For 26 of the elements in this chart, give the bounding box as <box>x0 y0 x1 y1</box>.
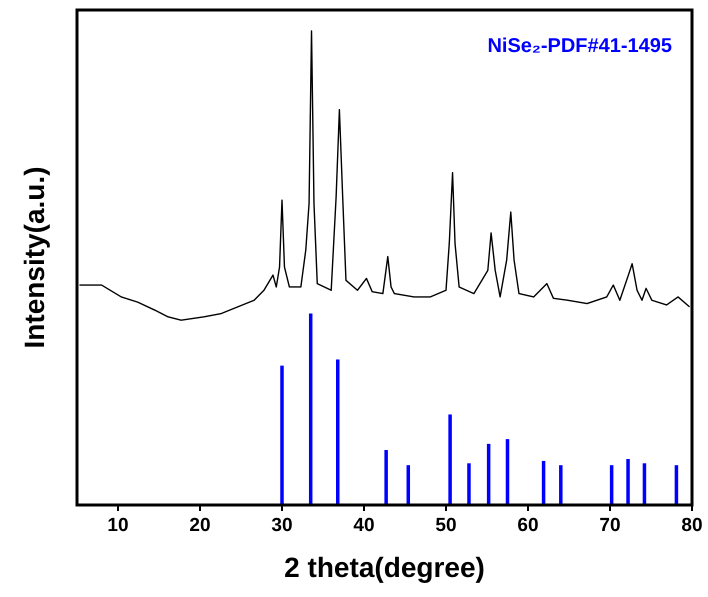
x-tick-label: 20 <box>189 515 211 536</box>
bar <box>280 366 284 505</box>
bar <box>308 314 312 505</box>
x-tick-label: 10 <box>107 515 129 536</box>
bar <box>467 463 471 505</box>
bar <box>626 459 630 505</box>
bar <box>448 414 452 505</box>
bar <box>542 460 546 505</box>
x-tick-label: 30 <box>271 515 293 536</box>
x-tick-label: 50 <box>435 515 457 536</box>
x-tick-label: 80 <box>681 515 703 536</box>
x-tick-label: 40 <box>353 515 375 536</box>
bar <box>336 359 340 505</box>
bar <box>486 444 490 505</box>
x-tick-label: 60 <box>517 515 539 536</box>
text: NiSe₂-PDF#41-1495 <box>487 35 672 57</box>
bar <box>506 439 510 505</box>
bar <box>559 465 563 505</box>
x-tick-label: 70 <box>599 515 621 536</box>
bar <box>642 463 646 505</box>
x-axis-title: 2 theta(degree) <box>284 552 485 583</box>
bar <box>384 450 388 505</box>
bar <box>610 465 614 505</box>
bar <box>406 465 410 505</box>
bar <box>674 465 678 505</box>
y-axis-title: Intensity(a.u.) <box>19 166 50 349</box>
